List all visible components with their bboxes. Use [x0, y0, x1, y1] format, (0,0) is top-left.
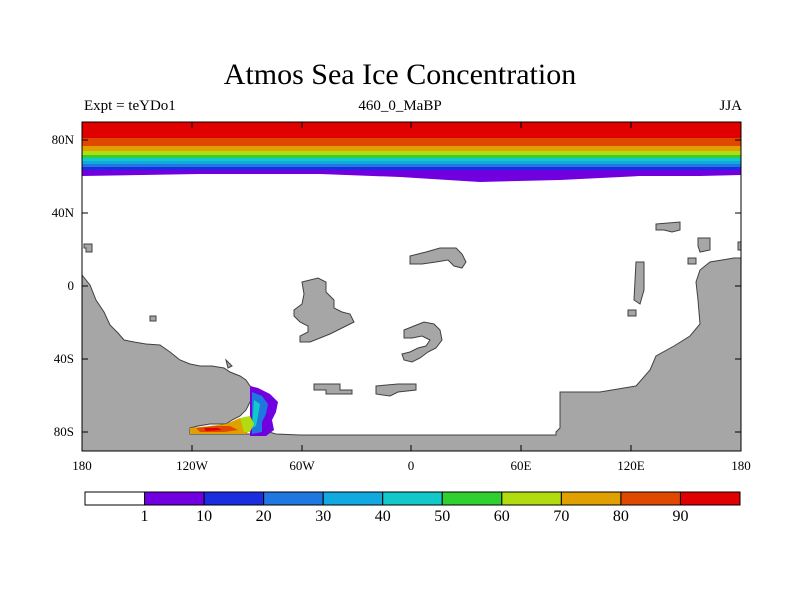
- colorbar-level-label: 80: [612, 508, 629, 525]
- island-3: [293, 277, 355, 343]
- lon-label-120e: 120E: [617, 458, 645, 473]
- island-11: [627, 309, 637, 317]
- lat-label-0: 0: [67, 278, 75, 293]
- colorbar-level-label: 50: [434, 508, 451, 525]
- map-title: Atmos Sea Ice Concentration: [223, 58, 577, 91]
- map-plot-area: [82, 122, 741, 451]
- lat-label-80n: 80N: [51, 132, 74, 147]
- colorbar-swatch: [560, 491, 622, 506]
- season-label: JJA: [719, 98, 742, 114]
- colorbar-swatch: [144, 491, 205, 506]
- island-10: [633, 261, 645, 305]
- colorbar-level-label: 30: [315, 508, 332, 525]
- colorbar-level-label: 1: [140, 508, 149, 525]
- island-2: [83, 243, 93, 253]
- experiment-label: Expt = teYDo1: [84, 98, 176, 114]
- island-8: [655, 221, 681, 233]
- colorbar-swatch: [382, 491, 443, 506]
- southern-sea-ice: [190, 386, 278, 436]
- lon-label-0: 0: [407, 458, 415, 473]
- lon-label-60e: 60E: [510, 458, 532, 473]
- period-label: 460_0_MaBP: [358, 98, 442, 114]
- colorbar-level-label: 60: [493, 508, 510, 525]
- arctic-sea-ice: [82, 122, 741, 182]
- lon-label-120w: 120W: [176, 458, 208, 473]
- lon-label-180w: 180: [72, 458, 92, 473]
- island-7: [375, 383, 417, 397]
- land-masses: [82, 221, 741, 451]
- continent-west: [82, 257, 741, 451]
- island-14: [225, 358, 233, 369]
- colorbar: [84, 491, 741, 506]
- colorbar-swatch: [679, 491, 741, 506]
- island-9: [697, 237, 711, 253]
- colorbar-swatch: [322, 491, 384, 506]
- colorbar-level-label: 70: [553, 508, 570, 525]
- colorbar-swatch: [263, 491, 324, 506]
- lon-label-180e: 180: [731, 458, 751, 473]
- colorbar-level-label: 10: [196, 508, 213, 525]
- lon-ticks: [191, 122, 632, 451]
- island-5: [401, 321, 443, 363]
- island-12: [687, 257, 697, 265]
- lat-label-40n: 40N: [51, 205, 74, 220]
- lon-label-60w: 60W: [289, 458, 315, 473]
- colorbar-swatch: [441, 491, 503, 506]
- island-4: [409, 247, 467, 269]
- colorbar-level-label: 40: [374, 508, 391, 525]
- lat-label-40s: 40S: [53, 351, 74, 366]
- lat-ticks: [82, 139, 741, 433]
- island-6: [313, 383, 353, 395]
- colorbar-level-label: 90: [672, 508, 689, 525]
- colorbar-swatch: [84, 491, 146, 506]
- colorbar-swatch: [501, 491, 562, 506]
- lat-label-80s: 80S: [53, 424, 74, 439]
- colorbar-swatch: [620, 491, 681, 506]
- colorbar-level-label: 20: [255, 508, 272, 525]
- colorbar-swatch: [203, 491, 265, 506]
- island-1: [149, 315, 157, 322]
- island-13: [737, 241, 741, 251]
